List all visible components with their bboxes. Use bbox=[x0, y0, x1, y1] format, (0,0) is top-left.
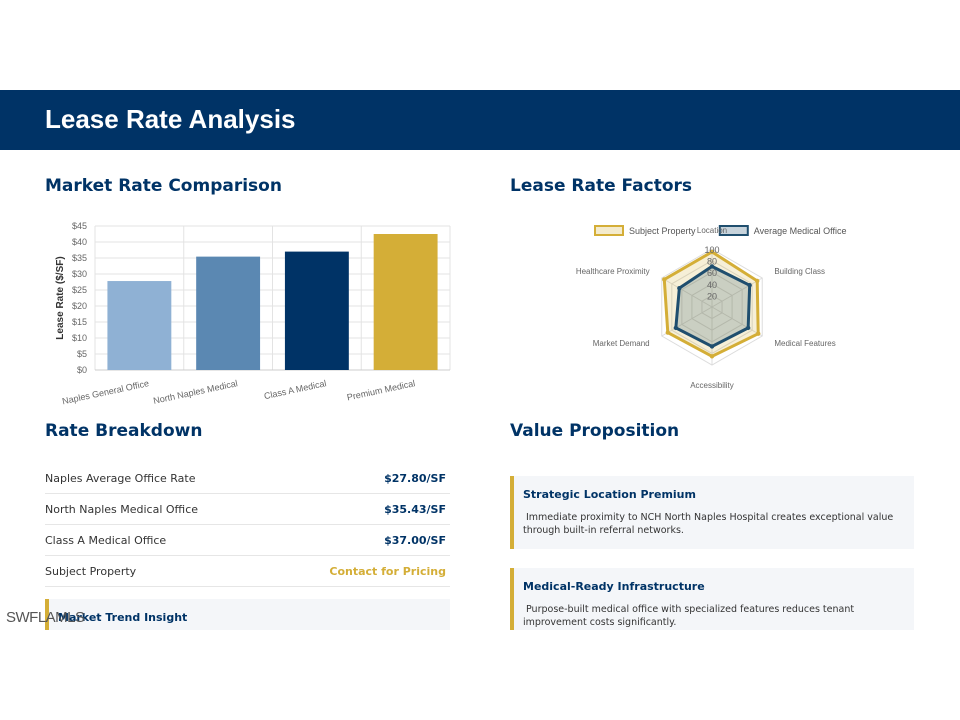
radar-point bbox=[709, 264, 715, 269]
rate-row-value-pricing: Contact for Pricing bbox=[329, 565, 446, 578]
radar-axis-label: Medical Features bbox=[774, 339, 835, 348]
radar-point bbox=[665, 330, 670, 335]
radar-tick-label: 20 bbox=[707, 291, 717, 301]
rate-row-label: Class A Medical Office bbox=[45, 534, 167, 547]
x-tick-label: Naples General Office bbox=[61, 378, 150, 406]
legend-swatch bbox=[718, 225, 749, 236]
value-prop-title: Strategic Location Premium bbox=[523, 488, 696, 501]
radar-axis-label: Healthcare Proximity bbox=[576, 267, 650, 276]
y-tick-label: $0 bbox=[77, 365, 87, 375]
radar-point bbox=[709, 354, 715, 359]
legend-label: Average Medical Office bbox=[754, 226, 847, 236]
radar-axis-label: Accessibility bbox=[690, 381, 734, 390]
radar-axis-label: Market Demand bbox=[593, 339, 650, 348]
y-tick-label: $5 bbox=[77, 349, 87, 359]
radar-axis-label: Location bbox=[697, 226, 727, 235]
radar-spoke bbox=[711, 277, 763, 308]
bar bbox=[373, 234, 438, 370]
bar bbox=[107, 281, 172, 370]
y-tick-label: $10 bbox=[72, 333, 87, 343]
radar-spoke bbox=[661, 277, 713, 308]
x-tick-label: North Naples Medical bbox=[152, 378, 238, 406]
radar-chart: Subject Property Average Medical Office 20… bbox=[560, 215, 860, 415]
y-tick-label: $15 bbox=[72, 317, 87, 327]
section-title-rate-breakdown: Rate Breakdown bbox=[45, 421, 203, 441]
radar-tick-label: 80 bbox=[707, 257, 717, 267]
rate-row-value: $27.80/SF bbox=[384, 472, 446, 485]
rate-row-label: Naples Average Office Rate bbox=[45, 472, 196, 485]
legend-swatch bbox=[594, 225, 624, 236]
radar-spoke bbox=[711, 306, 763, 337]
radar-point bbox=[677, 285, 682, 291]
y-tick-label: $35 bbox=[72, 253, 87, 263]
radar-point bbox=[709, 344, 715, 349]
y-tick-label: $25 bbox=[72, 285, 87, 295]
rate-row-label: North Naples Medical Office bbox=[45, 503, 199, 516]
section-title-lease-factors: Lease Rate Factors bbox=[510, 176, 693, 196]
x-tick-label: Class A Medical bbox=[263, 378, 327, 401]
rate-row-value: $35.43/SF bbox=[384, 503, 446, 516]
value-prop-text: Purpose-built medical office with specia… bbox=[523, 604, 855, 628]
trend-insight-box: Market Trend Insight bbox=[45, 599, 450, 630]
value-prop-text: Immediate proximity to NCH North Naples … bbox=[523, 512, 894, 536]
radar-spoke bbox=[661, 306, 713, 337]
y-tick-label: $40 bbox=[72, 237, 87, 247]
radar-point bbox=[747, 283, 752, 288]
radar-point bbox=[756, 331, 761, 336]
radar-tick-label: 40 bbox=[707, 280, 717, 290]
rate-row: Subject Property Contact for Pricing bbox=[45, 556, 450, 587]
legend-label: Subject Property bbox=[629, 226, 696, 236]
rate-row: Naples Average Office Rate $27.80/SF bbox=[45, 463, 450, 494]
trend-insight-title: Market Trend Insight bbox=[58, 611, 188, 624]
radar-point bbox=[745, 325, 751, 331]
value-prop-card: Medical-Ready Infrastructure Purpose-bui… bbox=[510, 568, 914, 630]
rate-row: North Naples Medical Office $35.43/SF bbox=[45, 494, 450, 525]
value-prop-title: Medical-Ready Infrastructure bbox=[523, 580, 705, 593]
header-banner: Lease Rate Analysis bbox=[0, 90, 960, 150]
bar bbox=[196, 256, 261, 370]
radar-axis-label: Building Class bbox=[774, 267, 825, 276]
y-tick-label: $30 bbox=[72, 269, 87, 279]
watermark-logo: SWFLAMLS bbox=[6, 609, 85, 626]
value-prop-card: Strategic Location Premium Immediate pro… bbox=[510, 476, 914, 549]
section-title-value-proposition: Value Proposition bbox=[510, 421, 680, 441]
radar-point bbox=[662, 277, 667, 282]
y-axis-label: Lease Rate ($/SF) bbox=[55, 256, 66, 339]
radar-tick-label: 100 bbox=[704, 245, 719, 255]
radar-tick-label: 60 bbox=[707, 268, 717, 278]
bar bbox=[284, 251, 349, 370]
rate-row-label: Subject Property bbox=[45, 565, 137, 578]
bar-chart: $0 $5 $10 $15 $20 $25 $30 $35 $40 $45 Naples Gener… bbox=[45, 210, 460, 410]
x-tick-label: Premium Medical bbox=[346, 378, 416, 402]
rate-row: Class A Medical Office $37.00/SF bbox=[45, 525, 450, 556]
radar-point bbox=[673, 325, 679, 331]
y-tick-label: $45 bbox=[72, 221, 87, 231]
radar-point bbox=[755, 278, 760, 284]
page-title: Lease Rate Analysis bbox=[45, 104, 296, 134]
y-tick-label: $20 bbox=[72, 301, 87, 311]
radar-chart-svg: Subject Property Average Medical Office 20… bbox=[576, 225, 847, 390]
rate-row-value: $37.00/SF bbox=[384, 534, 446, 547]
radar-point bbox=[709, 249, 715, 255]
section-title-market-rate: Market Rate Comparison bbox=[45, 176, 282, 196]
bar-chart-svg: $0 $5 $10 $15 $20 $25 $30 $35 $40 $45 Naples Gener… bbox=[55, 221, 451, 406]
